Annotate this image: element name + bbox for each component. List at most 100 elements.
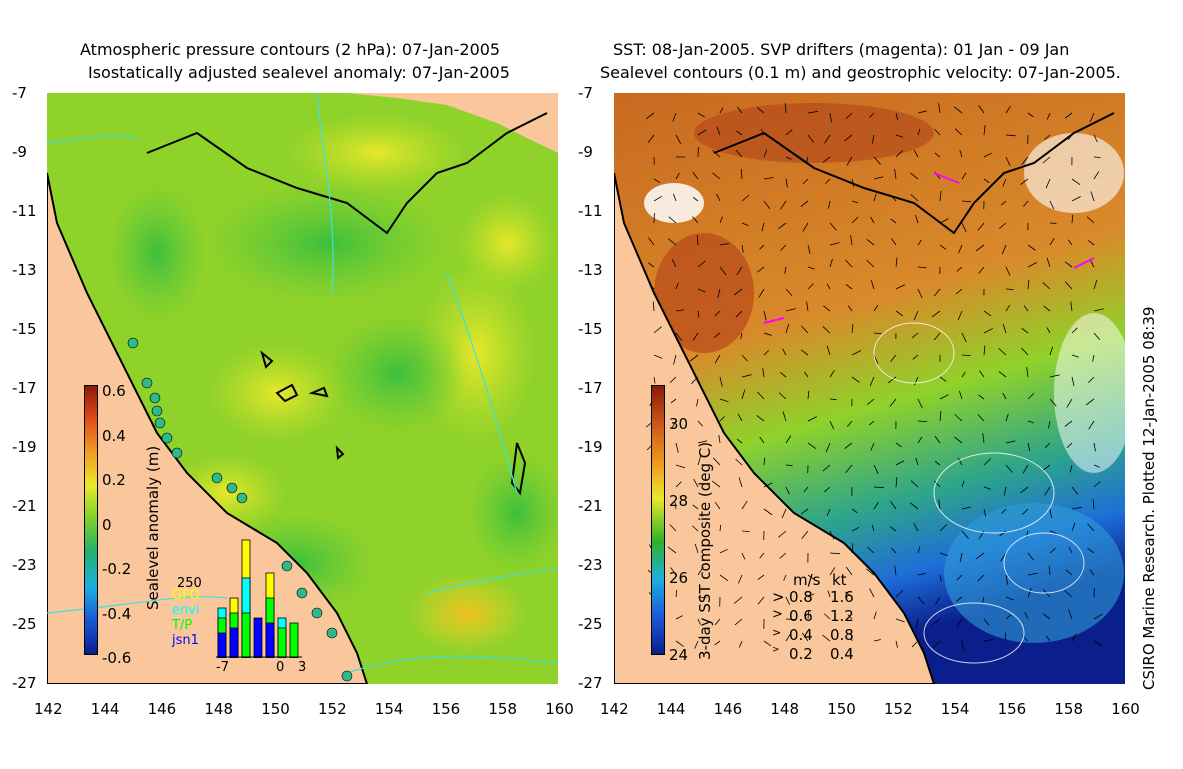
velocity-arrow [737, 413, 743, 422]
velocity-arrow [845, 284, 853, 290]
velocity-arrow [807, 283, 814, 290]
velocity-arrow [851, 350, 862, 356]
velocity-arrow [959, 149, 963, 158]
velocity-arrow [759, 436, 765, 444]
velocity-arrow [719, 548, 728, 554]
velocity-arrow [1005, 440, 1016, 444]
velocity-arrow [760, 128, 765, 136]
velocity-arrow [1071, 327, 1078, 334]
velocity-arrow [894, 565, 897, 576]
x-tick-label: 142 [600, 700, 629, 718]
velocity-arrow [675, 442, 679, 453]
velocity-arrow [895, 589, 904, 598]
velocity-arrow [954, 414, 963, 422]
velocity-arrow [1049, 530, 1057, 535]
velocity-arrow [934, 435, 941, 444]
velocity-arrow [782, 411, 787, 422]
velocity-arrow [785, 435, 792, 444]
velocity-arrow [807, 574, 815, 580]
velocity-arrow [697, 260, 706, 268]
velocity-arrow [1090, 260, 1095, 268]
velocity-arrow [917, 288, 923, 299]
colorbar-tick: -0.4 [102, 604, 132, 623]
velocity-arrow [756, 391, 765, 400]
velocity-arrow [757, 574, 765, 580]
velocity-legend-ms: 0.2 [789, 645, 813, 663]
velocity-arrow [959, 552, 963, 563]
velocity-arrow [807, 609, 810, 620]
velocity-arrow [1023, 305, 1029, 312]
velocity-arrow [716, 193, 721, 202]
velocity-arrow [873, 305, 879, 312]
velocity-arrow [803, 486, 809, 493]
velocity-arrow [763, 310, 767, 321]
velocity-arrow [983, 486, 991, 490]
velocity-arrow [667, 546, 677, 554]
inset-x-tick: -7 [216, 660, 229, 675]
velocity-arrow [851, 543, 854, 554]
colorbar-tick: 28 [669, 492, 689, 510]
pressure-contours [47, 93, 558, 674]
velocity-arrow [778, 222, 787, 230]
x-tick-label: 156 [997, 700, 1027, 718]
velocity-arrow [1049, 398, 1057, 407]
velocity-arrow [917, 596, 925, 605]
left-title-line1: Atmospheric pressure contours (2 hPa): 0… [80, 40, 501, 59]
right-map-svg [614, 93, 1125, 684]
velocity-arrow [697, 420, 704, 427]
velocity-arrow [736, 130, 743, 136]
sealevel-colorbar-label: Sealevel anomaly (m) [144, 445, 162, 610]
velocity-arrow [653, 178, 661, 183]
velocity-arrow [913, 310, 919, 320]
velocity-arrow [1005, 464, 1013, 473]
velocity-arrow [844, 134, 853, 142]
velocity-arrow [716, 126, 721, 136]
velocity-arrow [870, 216, 875, 224]
velocity-arrow [957, 457, 963, 466]
velocity-arrow [895, 257, 898, 268]
velocity-arrow [648, 262, 655, 268]
velocity-arrow [668, 216, 677, 224]
velocity-arrow [675, 282, 679, 290]
velocity-arrow [1049, 374, 1060, 378]
velocity-arrow [1071, 486, 1079, 495]
velocity-arrow [939, 523, 948, 532]
velocity-legend-arrow: > [772, 588, 785, 606]
velocity-arrow [917, 266, 927, 269]
velocity-arrow [873, 639, 881, 642]
velocity-arrow [648, 237, 655, 246]
x-tick-label: 148 [770, 700, 800, 718]
velocity-arrow [675, 589, 678, 598]
velocity-arrow [1088, 420, 1095, 430]
satellite-inset [216, 538, 302, 659]
velocity-arrow [714, 310, 721, 317]
velocity-arrow [1027, 420, 1034, 424]
velocity-arrow [826, 508, 831, 516]
velocity-arrow [915, 214, 919, 224]
y-tick-label: -9 [578, 143, 593, 161]
velocity-arrow [1002, 324, 1007, 334]
x-tick-label: 152 [318, 700, 347, 718]
velocity-arrow [670, 567, 677, 576]
velocity-arrow [956, 574, 963, 581]
velocity-arrow [895, 640, 898, 648]
left-map-svg [47, 93, 558, 684]
velocity-arrow [870, 442, 875, 451]
velocity-arrow [675, 172, 680, 180]
svp-drifter-tracks [763, 172, 1095, 324]
velocity-arrow [1048, 420, 1051, 429]
velocity-arrow [895, 477, 898, 488]
velocity-arrow [873, 611, 877, 620]
velocity-arrow [1005, 134, 1016, 137]
velocity-arrow [851, 376, 860, 383]
velocity-arrow [934, 480, 941, 488]
velocity-arrow [844, 442, 853, 449]
inset-legend-entry: envi [172, 603, 200, 618]
velocity-arrow [692, 504, 699, 510]
x-tick-label: 158 [1054, 700, 1084, 718]
velocity-arrow [756, 107, 765, 114]
velocity-arrow [1049, 237, 1055, 246]
velocity-arrow [1071, 522, 1076, 532]
velocity-arrow [1093, 308, 1104, 312]
velocity-arrow [851, 200, 859, 204]
